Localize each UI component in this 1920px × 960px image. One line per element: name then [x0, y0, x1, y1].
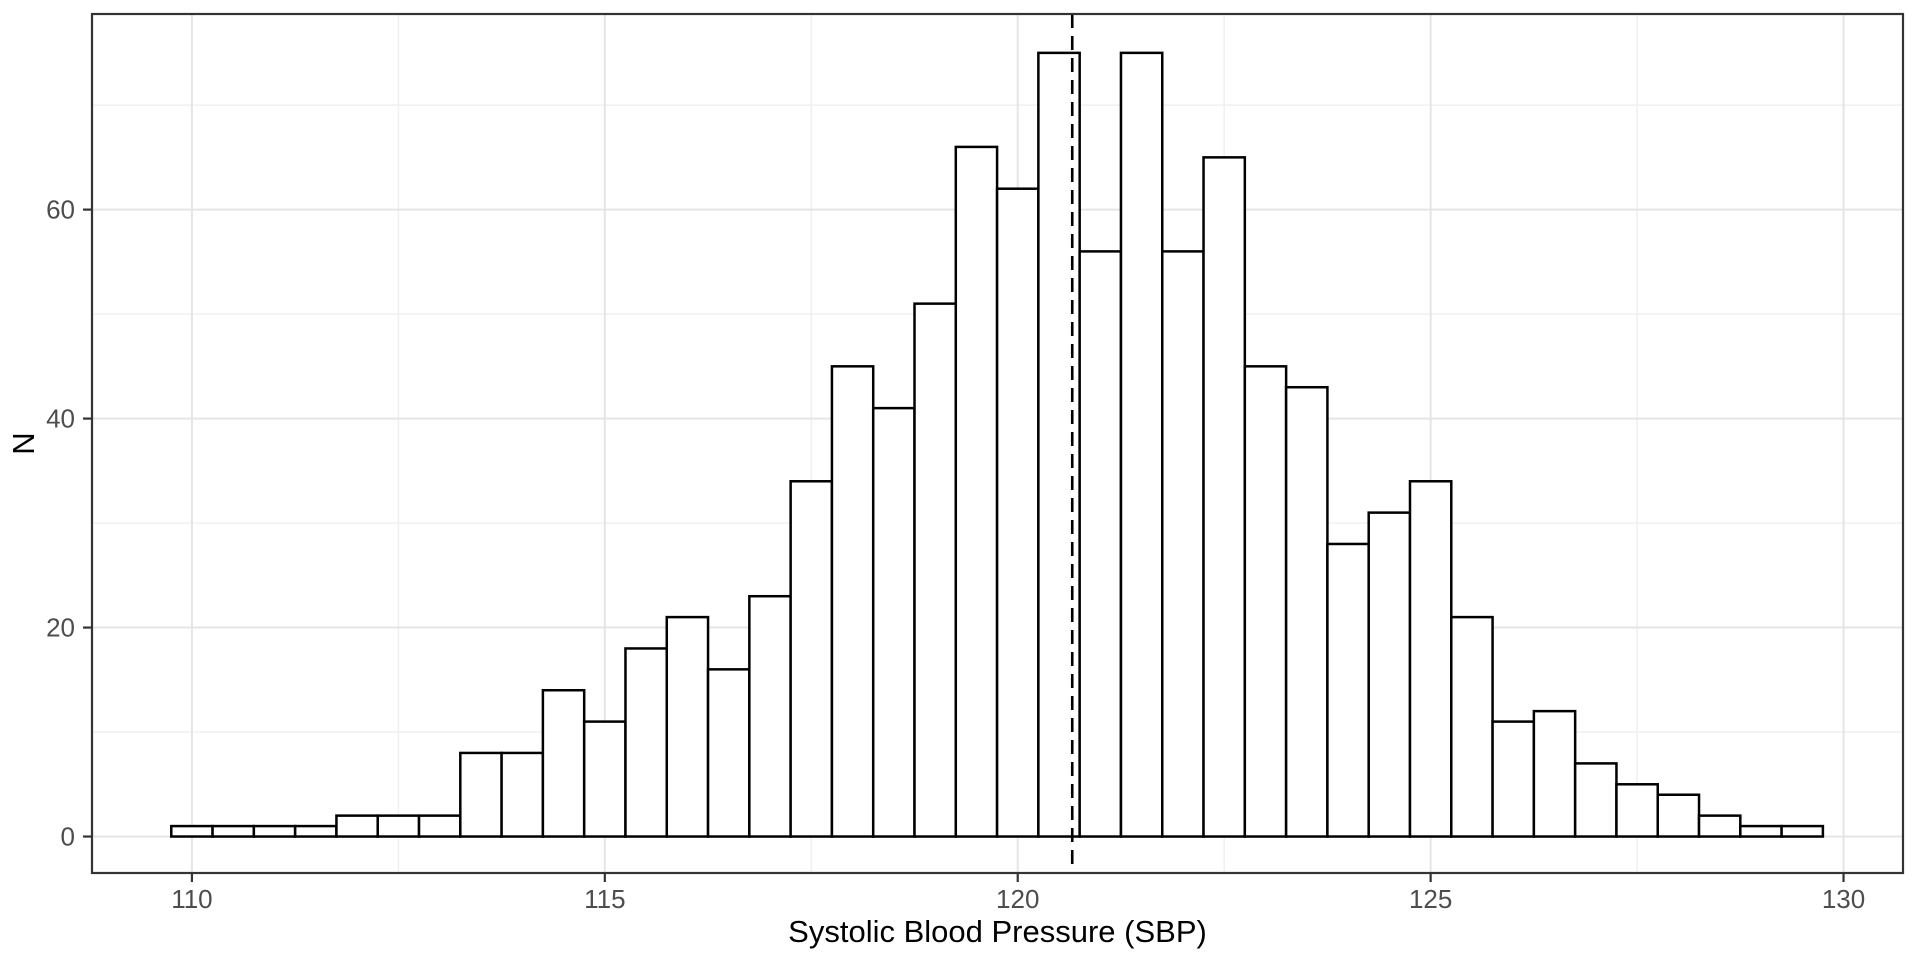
histogram-bar [500, 751, 545, 838]
x-axis-tick-labels: 110 115 120 125 130 [171, 884, 1865, 914]
histogram-bar [1160, 250, 1205, 838]
histogram-bar [211, 824, 256, 838]
histogram-bar [871, 406, 916, 838]
histogram-bar [830, 365, 875, 838]
histogram-bar [376, 814, 421, 838]
histogram-bar [995, 187, 1040, 838]
histogram-bar [417, 814, 462, 838]
x-tick-label: 115 [584, 884, 625, 914]
histogram-bar [624, 647, 669, 838]
histogram-bar [1243, 365, 1288, 838]
histogram-bar [1408, 480, 1453, 838]
y-axis-tick-labels: 0 20 40 60 [46, 195, 75, 852]
histogram-bar [1573, 762, 1618, 838]
histogram-bar [1284, 385, 1329, 838]
x-tick-label: 130 [1822, 884, 1865, 914]
histogram-bar [913, 302, 958, 838]
histogram-bar [665, 615, 710, 838]
y-tick-label: 40 [46, 404, 75, 434]
histogram-bar [1780, 824, 1825, 838]
histogram-bar [1697, 814, 1742, 838]
histogram-bar [1202, 156, 1247, 838]
histogram-bars [170, 51, 1825, 838]
histogram-bar [1078, 250, 1123, 838]
histogram-bar [252, 824, 297, 838]
histogram-bar [789, 480, 834, 838]
histogram-bar [1450, 615, 1494, 838]
histogram-bar [1739, 824, 1783, 838]
y-axis-title: N [6, 432, 41, 454]
histogram-bar [541, 688, 586, 838]
y-tick-label: 60 [46, 195, 75, 225]
histogram-bar [335, 814, 379, 838]
x-tick-label: 110 [171, 884, 212, 914]
histogram-bar [954, 145, 999, 838]
histogram-bar [293, 824, 338, 838]
histogram-bar [1367, 511, 1412, 838]
histogram-bar [1491, 720, 1536, 838]
histogram-bar [1532, 709, 1577, 838]
axis-ticks [83, 208, 1845, 882]
histogram-bar [170, 824, 214, 838]
y-tick-label: 20 [46, 613, 75, 643]
histogram-bar [582, 720, 627, 838]
histogram-bar [1119, 51, 1164, 838]
histogram-bar [748, 594, 792, 838]
histogram-bar [1326, 542, 1370, 838]
y-tick-label: 0 [61, 822, 75, 852]
panel-border-rect [90, 12, 1905, 875]
histogram-bar [1615, 783, 1659, 838]
x-tick-label: 125 [1409, 884, 1452, 914]
histogram-bar [706, 668, 751, 838]
panel-border [90, 12, 1905, 875]
x-axis-title: Systolic Blood Pressure (SBP) [788, 914, 1207, 949]
histogram-bar [459, 751, 503, 838]
histogram-bar [1656, 793, 1701, 838]
x-tick-label: 120 [996, 884, 1039, 914]
